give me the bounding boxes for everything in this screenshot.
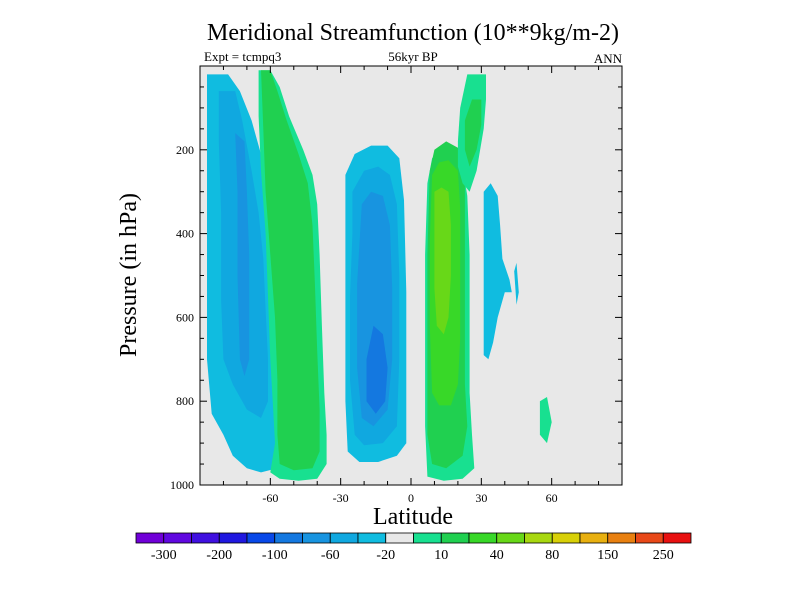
colorbar-swatch xyxy=(551,532,581,544)
colorbar-swatch xyxy=(246,532,276,544)
colorbar-label: 250 xyxy=(653,548,674,563)
contour-band-sh-midlat-positive xyxy=(261,70,320,471)
x-tick-label: 60 xyxy=(546,491,558,505)
colorbar-label: 10 xyxy=(434,548,448,563)
y-tick-label: 400 xyxy=(176,227,194,241)
x-tick-label: -30 xyxy=(333,491,349,505)
colorbar-swatch xyxy=(218,532,248,544)
colorbar-swatch xyxy=(440,532,470,544)
axis-ticks: -60 -30 0 30 60 200 400 600 800 1000 xyxy=(170,65,623,505)
colorbar-label: 150 xyxy=(597,548,618,563)
colorbar: -300 -200 -100 -60 -20 10 40 80 150 250 xyxy=(135,532,692,563)
contour-regions xyxy=(207,70,594,483)
y-tick-label: 1000 xyxy=(170,478,194,492)
y-tick-label: 200 xyxy=(176,143,194,157)
colorbar-label: 40 xyxy=(490,548,504,563)
y-tick-label: 800 xyxy=(176,394,194,408)
contour-band-nh-polar-negative xyxy=(528,325,536,414)
colorbar-swatch xyxy=(302,532,331,544)
y-axis-label: Pressure (in hPa) xyxy=(116,193,142,357)
colorbar-swatch xyxy=(329,532,359,544)
colorbar-label: 80 xyxy=(545,548,559,563)
colorbar-swatch xyxy=(385,532,414,544)
colorbar-label: -300 xyxy=(151,548,177,563)
colorbar-label: -200 xyxy=(206,548,232,563)
colorbar-swatch xyxy=(163,532,192,544)
colorbar-label: -100 xyxy=(262,548,288,563)
contour-band-nh-polar-negative xyxy=(570,70,594,138)
season-label: ANN xyxy=(594,51,623,66)
colorbar-swatch xyxy=(496,532,525,544)
colorbar-swatch xyxy=(413,532,442,544)
contour-band-sh-polar-negative xyxy=(235,133,250,377)
contour-band-nh-polar-positive xyxy=(539,397,552,444)
contour-cell-nh-hadley-positive xyxy=(434,187,451,335)
contour-band-nh-polar-positive xyxy=(464,99,482,167)
colorbar-swatch xyxy=(635,532,664,544)
x-tick-label: 30 xyxy=(475,491,487,505)
colorbar-swatch xyxy=(191,532,220,544)
experiment-label: Expt = tcmpq3 xyxy=(204,49,281,64)
colorbar-swatch xyxy=(579,532,609,544)
colorbar-swatch xyxy=(468,532,498,544)
y-tick-label: 600 xyxy=(176,310,194,324)
colorbar-swatch xyxy=(662,532,692,544)
colorbar-label: -60 xyxy=(321,548,340,563)
chart-title: Meridional Streamfunction (10**9kg/m-2) xyxy=(207,20,619,46)
x-tick-label: -60 xyxy=(262,491,278,505)
colorbar-swatch xyxy=(524,532,553,544)
colorbar-swatch xyxy=(357,532,387,544)
x-axis-label: Latitude xyxy=(373,504,453,530)
contour-cell-sh-hadley-negative xyxy=(366,325,388,414)
contour-band-nh-polar-negative xyxy=(504,376,512,418)
colorbar-swatch xyxy=(274,532,303,544)
contour-band-nh-polar-negative xyxy=(514,262,519,305)
colorbar-swatch xyxy=(135,532,165,544)
colorbar-swatch xyxy=(607,532,636,544)
period-label: 56kyr BP xyxy=(388,49,437,64)
contour-band-nh-polar-negative xyxy=(483,183,512,360)
x-tick-label: 0 xyxy=(408,491,414,505)
colorbar-label: -20 xyxy=(376,548,395,563)
